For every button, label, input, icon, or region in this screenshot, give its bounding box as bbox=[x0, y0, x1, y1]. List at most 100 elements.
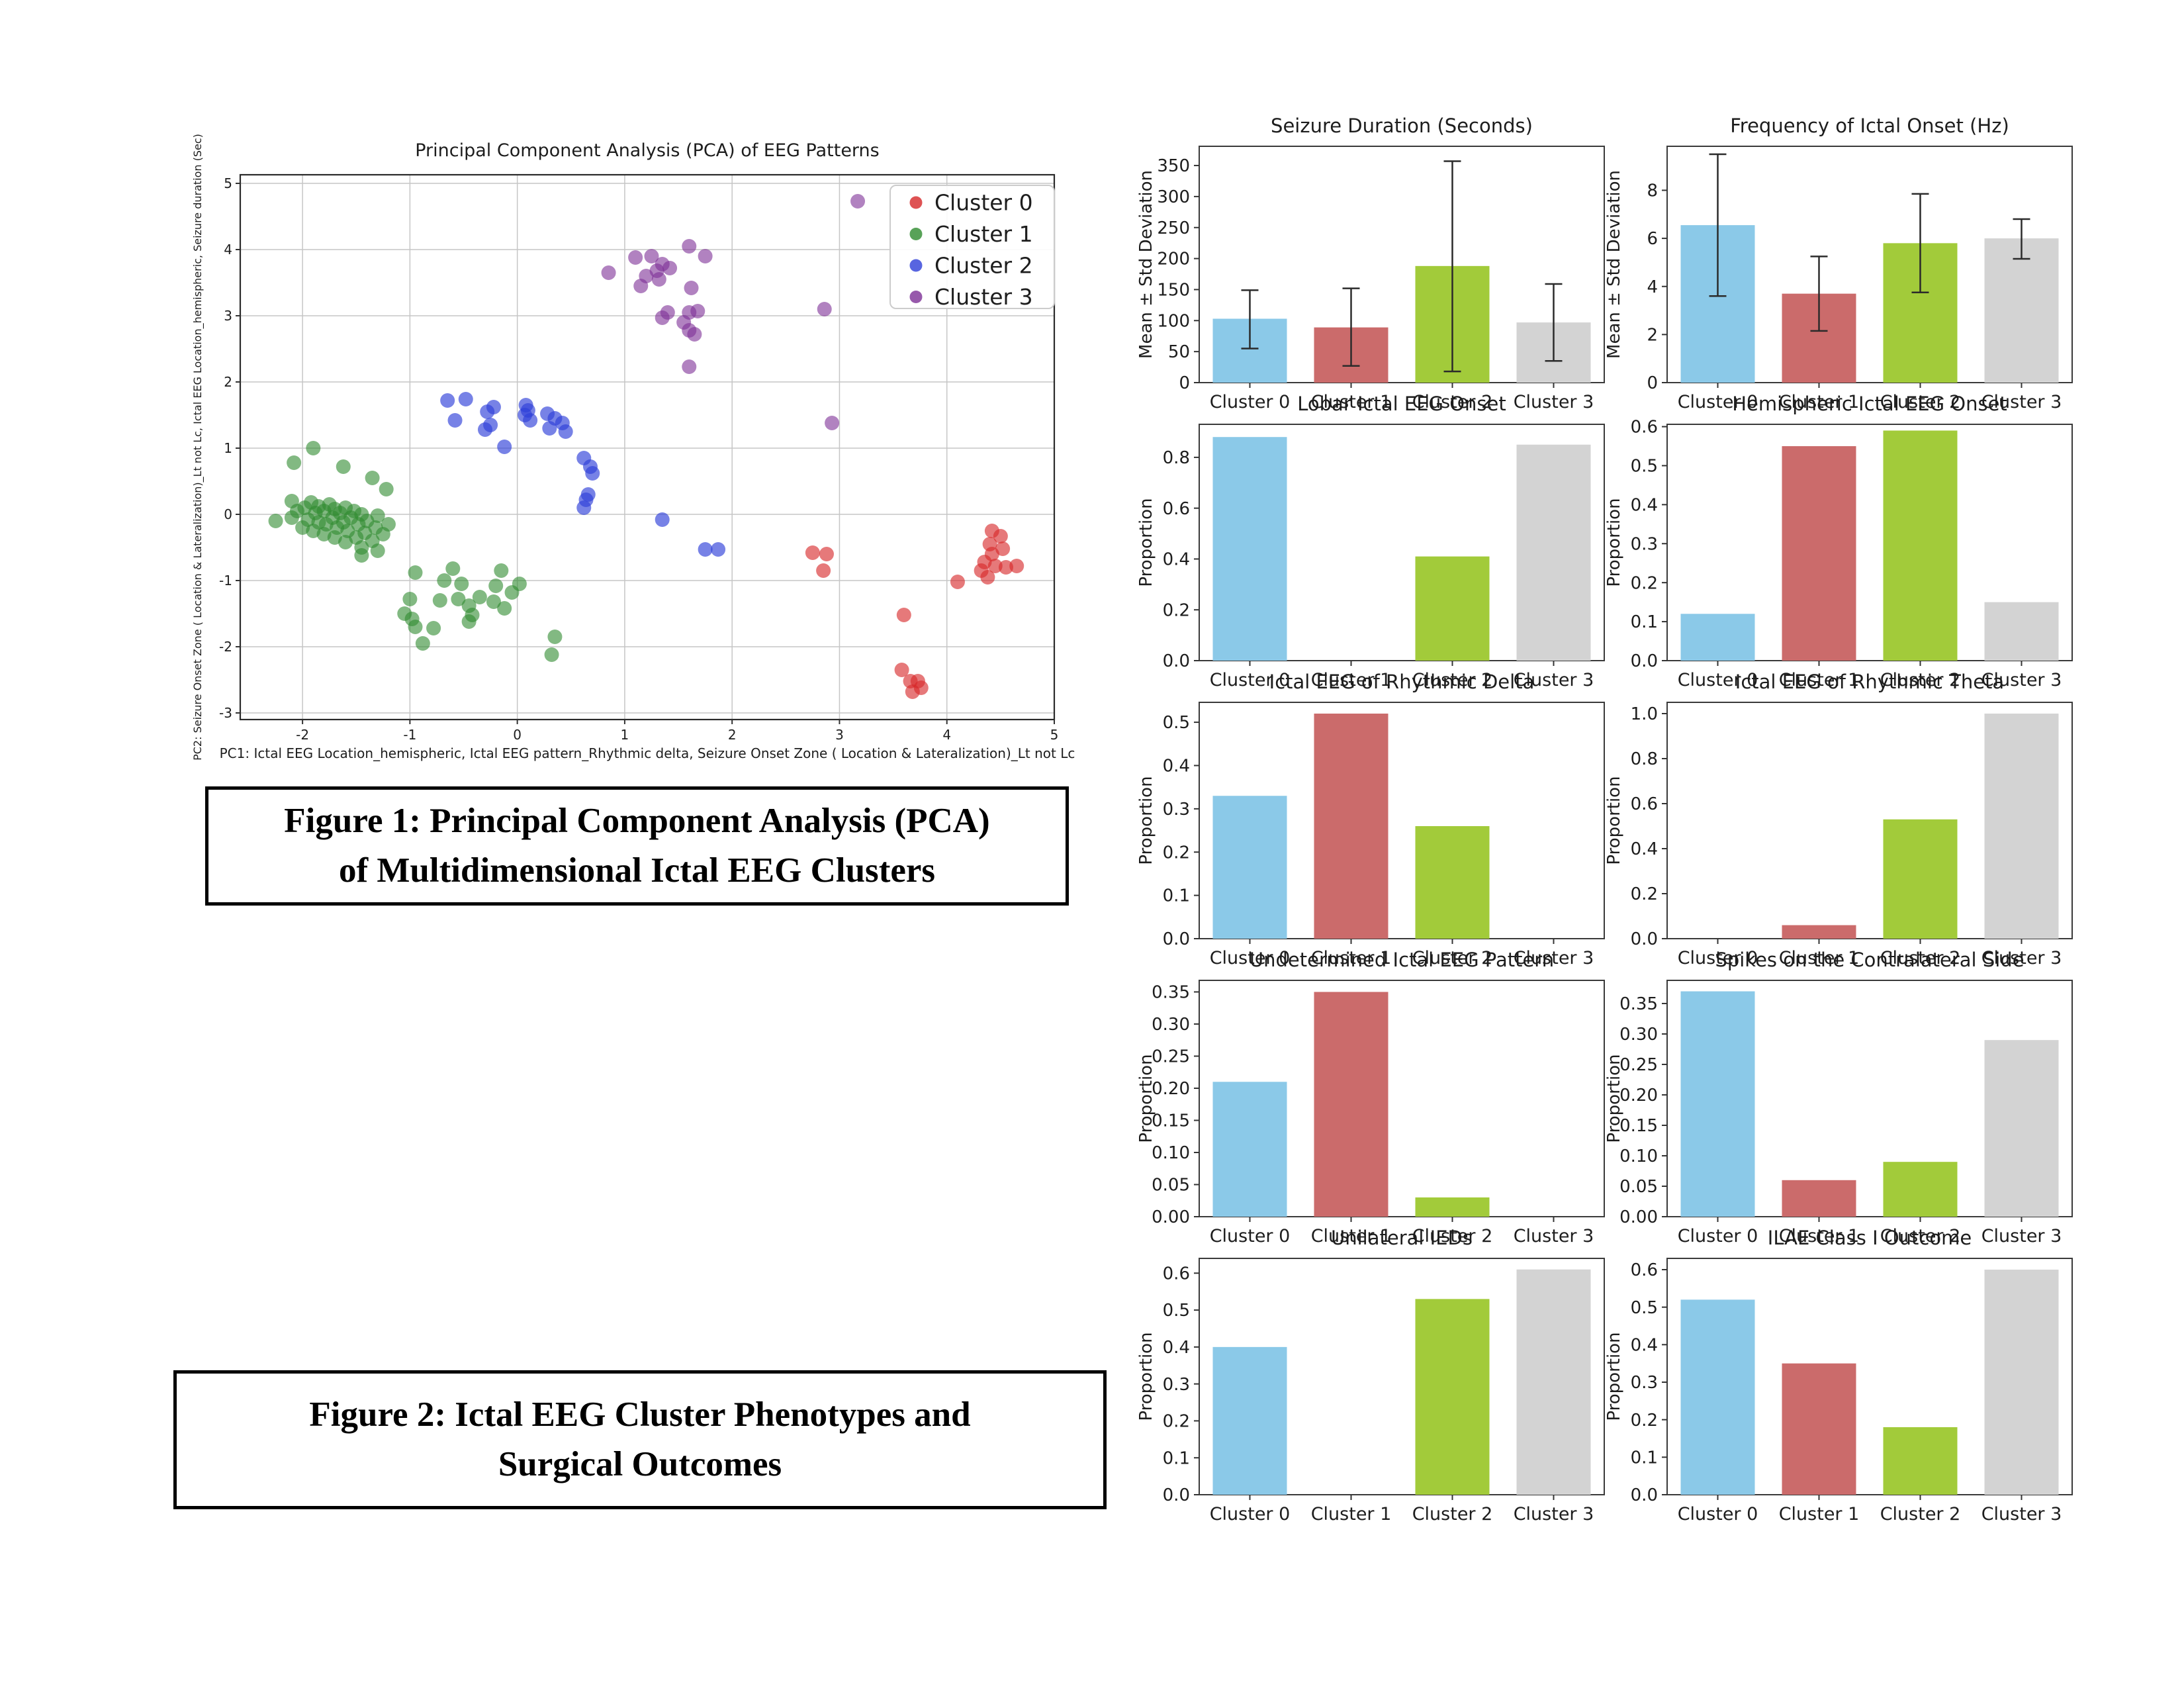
plot-border bbox=[1199, 146, 1605, 383]
plot-border bbox=[1666, 424, 2073, 661]
bar-cluster-1 bbox=[1782, 925, 1856, 939]
bars bbox=[1212, 992, 1490, 1217]
x-axis: Cluster 0 Cluster 1 Cluster 2 Cluster 3 bbox=[1678, 939, 2062, 968]
legend-label-1: Cluster 1 bbox=[934, 221, 1033, 247]
svg-text:0.1: 0.1 bbox=[1163, 886, 1190, 906]
svg-text:Cluster 0: Cluster 0 bbox=[1678, 1504, 1758, 1523]
svg-text:200: 200 bbox=[1157, 250, 1190, 269]
svg-text:0.6: 0.6 bbox=[1631, 418, 1658, 438]
svg-text:1: 1 bbox=[621, 727, 629, 743]
svg-text:0.1: 0.1 bbox=[1631, 612, 1658, 632]
svg-text:0.00: 0.00 bbox=[1152, 1207, 1190, 1227]
bar-chart-ictal-eeg-of-rhythmic-delta: Ictal EEG of Rhythmic Delta 0.0 0.1 0.2 0.3 0… bbox=[1118, 662, 1621, 968]
svg-text:Cluster 2: Cluster 2 bbox=[1880, 948, 1961, 966]
y-axis-label: Proportion bbox=[1136, 776, 1156, 865]
x-axis: Cluster 0 Cluster 1 Cluster 2 Cluster 3 bbox=[1678, 661, 2062, 690]
svg-text:Cluster 0: Cluster 0 bbox=[1678, 1226, 1758, 1244]
bar-chart-hemispheric-ictal-eeg-onset: Hemispheric Ictal EEG Onset 0.0 0.1 0.2 0.3 0… bbox=[1586, 384, 2089, 690]
svg-text:1: 1 bbox=[224, 440, 232, 456]
svg-text:0.0: 0.0 bbox=[1631, 1485, 1658, 1505]
svg-text:Cluster 3: Cluster 3 bbox=[1981, 948, 2062, 966]
legend-marker-cluster-3 bbox=[909, 291, 923, 303]
legend-marker-cluster-2 bbox=[909, 259, 923, 272]
svg-text:0.6: 0.6 bbox=[1163, 499, 1190, 519]
svg-text:Cluster 1: Cluster 1 bbox=[1311, 1226, 1392, 1244]
svg-text:4: 4 bbox=[942, 727, 951, 743]
x-axis: Cluster 0 Cluster 1 Cluster 2 Cluster 3 bbox=[1210, 1495, 1594, 1524]
svg-text:0.10: 0.10 bbox=[1152, 1143, 1190, 1163]
bars bbox=[1212, 714, 1490, 939]
x-axis: Cluster 0 Cluster 1 Cluster 2 Cluster 3 bbox=[1210, 939, 1594, 968]
plot-border bbox=[1666, 980, 2073, 1217]
x-axis: Cluster 0 Cluster 1 Cluster 2 Cluster 3 bbox=[1210, 1217, 1594, 1246]
svg-text:Cluster 1: Cluster 1 bbox=[1311, 670, 1392, 688]
y-axis: 0.0 0.2 0.4 0.6 0.8 bbox=[1163, 448, 1199, 671]
svg-text:0.2: 0.2 bbox=[1631, 884, 1658, 904]
svg-text:5: 5 bbox=[224, 175, 232, 191]
y-axis-label: Proportion bbox=[1136, 1054, 1156, 1143]
svg-text:0.5: 0.5 bbox=[1163, 713, 1190, 733]
legend-marker-cluster-1 bbox=[909, 228, 923, 240]
svg-text:5: 5 bbox=[1050, 727, 1059, 743]
pca-scatter-plot: -2 -1 0 1 2 3 4 5 -3 -2 -1 0 1 2 3 4 5 Principal Componen… bbox=[159, 119, 1099, 781]
svg-text:Cluster 2: Cluster 2 bbox=[1412, 392, 1493, 410]
svg-text:0.6: 0.6 bbox=[1631, 794, 1658, 814]
svg-text:0.20: 0.20 bbox=[1152, 1079, 1190, 1099]
bar-cluster-2 bbox=[1415, 826, 1490, 939]
bar-chart-svg: Lobar Ictal EEG Onset 0.0 0.2 0.4 0.6 0.8 Prop… bbox=[1136, 393, 1605, 690]
bar-chart-svg: ILAE Class I Outcome0.00.10.20.30.40.50.… bbox=[1604, 1227, 2073, 1524]
svg-text:4: 4 bbox=[224, 242, 232, 258]
bar-cluster-0 bbox=[1212, 1346, 1287, 1495]
pca-title: Principal Component Analysis (PCA) of EE… bbox=[415, 140, 880, 161]
svg-text:Cluster 0: Cluster 0 bbox=[1210, 948, 1291, 966]
svg-text:Cluster 1: Cluster 1 bbox=[1311, 1504, 1392, 1523]
svg-text:0.25: 0.25 bbox=[1619, 1055, 1658, 1075]
x-axis: Cluster 0 Cluster 1 Cluster 2 Cluster 3 bbox=[1210, 661, 1594, 690]
bar-cluster-3 bbox=[1984, 238, 2059, 383]
x-axis: Cluster 0 Cluster 1 Cluster 2 Cluster 3 bbox=[1210, 383, 1594, 412]
bar-cluster-0 bbox=[1680, 614, 1755, 661]
svg-text:0.15: 0.15 bbox=[1619, 1116, 1658, 1136]
chart-title: Hemispheric Ictal EEG Onset bbox=[1732, 393, 2007, 415]
svg-text:0.3: 0.3 bbox=[1631, 1373, 1658, 1393]
svg-text:0.4: 0.4 bbox=[1631, 1335, 1658, 1355]
pca-points-cluster-0 bbox=[805, 524, 1024, 699]
legend-label-0: Cluster 0 bbox=[934, 190, 1033, 216]
bar-cluster-3 bbox=[1984, 602, 2059, 661]
svg-text:0.0: 0.0 bbox=[1163, 929, 1190, 949]
bar-cluster-1 bbox=[1314, 714, 1388, 939]
bars bbox=[1680, 1270, 2059, 1495]
svg-text:0.4: 0.4 bbox=[1163, 757, 1190, 776]
svg-text:0.05: 0.05 bbox=[1152, 1176, 1190, 1196]
svg-text:0.5: 0.5 bbox=[1631, 457, 1658, 477]
svg-text:0: 0 bbox=[1179, 373, 1190, 393]
bar-chart-svg: Spikes on the Contralateral Side 0.00 0.05… bbox=[1604, 949, 2073, 1246]
svg-text:2: 2 bbox=[224, 374, 232, 390]
y-axis: 0.0 0.1 0.2 0.3 0.4 0.5 0.6 bbox=[1631, 1260, 1667, 1505]
y-axis-label: Mean ± Std Deviation bbox=[1136, 170, 1156, 359]
svg-text:-1: -1 bbox=[219, 573, 232, 588]
svg-text:0.2: 0.2 bbox=[1631, 1411, 1658, 1430]
plot-border bbox=[1666, 702, 2073, 939]
svg-text:0.8: 0.8 bbox=[1163, 448, 1190, 468]
svg-text:0.25: 0.25 bbox=[1152, 1047, 1190, 1067]
bar-cluster-2 bbox=[1415, 1197, 1490, 1217]
svg-text:Cluster 3: Cluster 3 bbox=[1981, 392, 2062, 410]
figure1-caption-line2: of Multidimensional Ictal EEG Clusters bbox=[338, 851, 936, 890]
svg-text:0: 0 bbox=[513, 727, 522, 743]
chart-title: Seizure Duration (Seconds) bbox=[1271, 115, 1533, 137]
svg-text:0.5: 0.5 bbox=[1631, 1298, 1658, 1318]
chart-title: ILAE Class I Outcome bbox=[1768, 1227, 1972, 1249]
bar-cluster-3 bbox=[1984, 1040, 2059, 1217]
svg-text:0: 0 bbox=[224, 506, 232, 522]
svg-text:Cluster 1: Cluster 1 bbox=[1779, 1504, 1860, 1523]
bar-chart-ictal-eeg-of-rhythmic-theta: Ictal EEG of Rhythmic Theta 0.0 0.2 0.4 0.6 0… bbox=[1586, 662, 2089, 968]
bar-chart-svg: Unilateral IEDs 0.0 0.1 0.2 0.3 0.4 0.5 0.6 Prop… bbox=[1136, 1227, 1605, 1524]
svg-text:-2: -2 bbox=[296, 727, 309, 743]
svg-text:Cluster 3: Cluster 3 bbox=[1514, 392, 1594, 410]
svg-text:0.6: 0.6 bbox=[1163, 1264, 1190, 1284]
pca-points-cluster-3 bbox=[601, 194, 866, 430]
figure2-caption-line2: Surgical Outcomes bbox=[498, 1445, 782, 1483]
svg-text:0.05: 0.05 bbox=[1619, 1177, 1658, 1197]
bar-cluster-0 bbox=[1680, 1299, 1755, 1495]
